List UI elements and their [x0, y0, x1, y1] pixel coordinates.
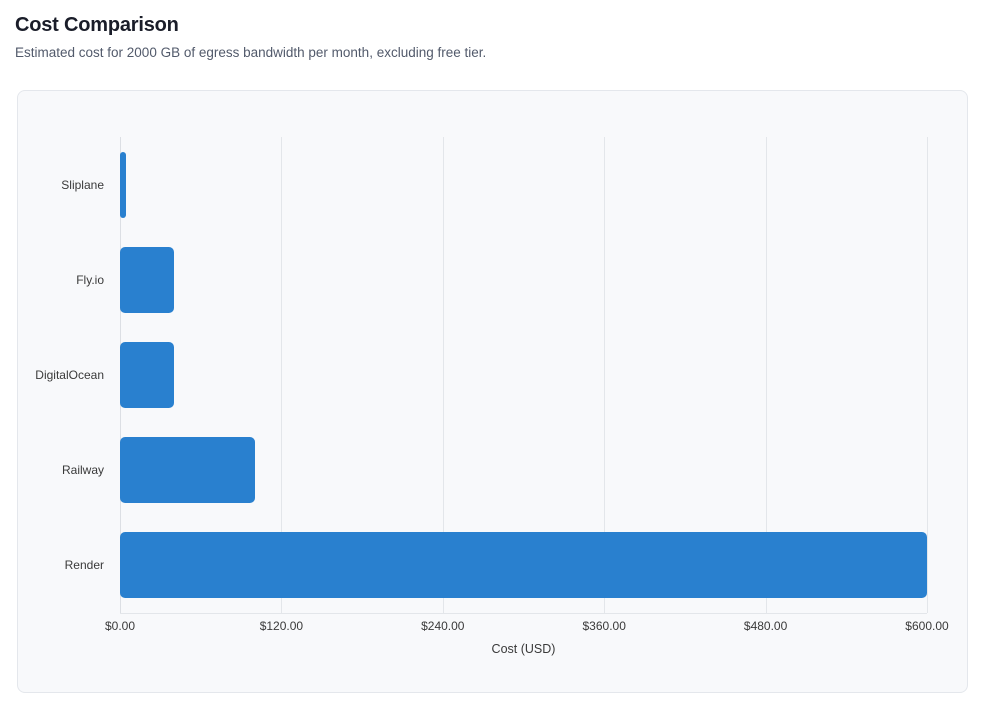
y-tick-label: DigitalOcean [35, 367, 104, 382]
x-tick-label: $240.00 [421, 619, 465, 633]
bar-chart-plot: Sliplane Fly.io DigitalOcean Railway Render … [18, 91, 969, 694]
gridline-1 [281, 137, 283, 613]
bars-container: Sliplane Fly.io DigitalOcean Railway Render [35, 137, 927, 613]
x-axis-title: Cost (USD) [491, 642, 556, 656]
bar-row: DigitalOcean [35, 327, 927, 422]
x-tick-label: $360.00 [582, 619, 626, 633]
chart-header: Cost Comparison Estimated cost for 2000 … [15, 12, 955, 62]
gridline-4 [765, 137, 767, 613]
y-tick-label: Render [64, 558, 104, 573]
page-subtitle: Estimated cost for 2000 GB of egress ban… [15, 45, 487, 60]
y-tick-label: Railway [61, 463, 104, 478]
y-tick-label: Fly.io [76, 272, 104, 287]
y-tick-label: Sliplane [61, 177, 104, 192]
bar-sliplane[interactable] [120, 151, 127, 218]
gridline-5 [927, 137, 928, 613]
x-tick-label: $0.00 [104, 619, 136, 633]
bar-fly-io[interactable] [120, 246, 174, 313]
x-tick-label: $120.00 [259, 619, 304, 633]
x-axis-line [120, 613, 927, 614]
bar-render[interactable] [120, 532, 927, 599]
bar-row: Railway [62, 423, 927, 518]
bar-row: Render [65, 518, 927, 613]
page-title: Cost Comparison [15, 14, 179, 36]
chart-card: Sliplane Fly.io DigitalOcean Railway Render … [17, 90, 968, 693]
bar-row: Fly.io [76, 232, 927, 327]
bar-row: Sliplane [61, 137, 927, 232]
x-tick-label: $480.00 [743, 619, 788, 633]
x-tick-label: $600.00 [905, 619, 949, 633]
bar-railway[interactable] [120, 437, 255, 504]
gridline-3 [604, 137, 606, 613]
bar-digitalocean[interactable] [120, 341, 174, 408]
gridline-2 [442, 137, 444, 613]
